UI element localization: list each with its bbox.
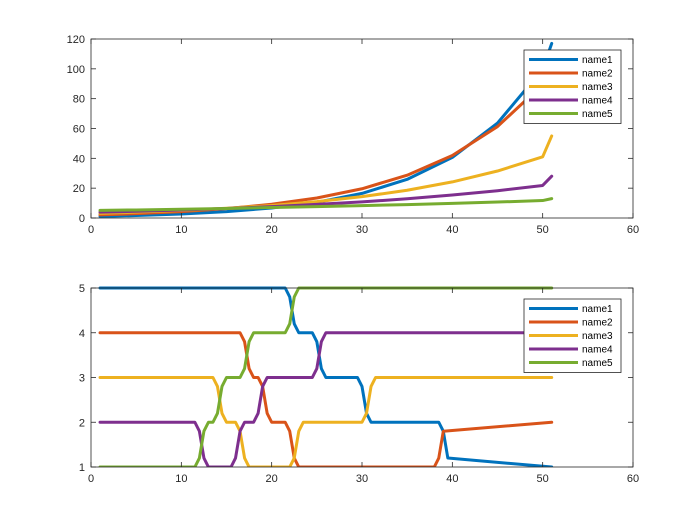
x-tick-label: 60: [627, 224, 639, 236]
y-tick-label: 0: [79, 213, 85, 225]
x-tick-label: 50: [537, 473, 549, 485]
series-line-name5: [98, 286, 554, 467]
legend: name1 name2 name3 name4 name5: [523, 298, 622, 373]
y-tick-label: 100: [67, 64, 85, 76]
x-tick-label: 40: [446, 224, 458, 236]
series-line-name4: [98, 331, 554, 467]
chart-2: 0 10 20 30 40 50 6012345name1name2name3name4na…: [79, 283, 639, 485]
x-tick-label: 40: [446, 473, 458, 485]
legend-label-name4: name4: [582, 96, 613, 107]
series-line-name3: [98, 376, 554, 467]
series-group: [98, 41, 554, 218]
x-tick-label: 10: [175, 473, 187, 485]
legend-label-name5: name5: [582, 358, 613, 369]
legend-label-name3: name3: [582, 331, 613, 342]
legend-label-name2: name2: [582, 69, 613, 80]
x-tick-label: 10: [175, 224, 187, 236]
legend-label-name4: name4: [582, 345, 613, 356]
x-tick-label: 60: [627, 473, 639, 485]
y-tick-label: 40: [73, 153, 85, 165]
y-tick-label: 60: [73, 124, 85, 136]
y-tick-label: 80: [73, 94, 85, 106]
x-tick-label: 0: [88, 473, 94, 485]
y-tick-label: 4: [79, 328, 85, 340]
legend-label-name3: name3: [582, 82, 613, 93]
y-tick-label: 20: [73, 183, 85, 195]
y-tick-label: 1: [79, 462, 85, 474]
x-tick-label: 20: [266, 224, 278, 236]
x-tick-label: 20: [266, 473, 278, 485]
x-tick-label: 0: [88, 224, 94, 236]
series-line-name5: [98, 197, 554, 212]
legend-label-name1: name1: [582, 304, 613, 315]
legend-label-name2: name2: [582, 318, 613, 329]
chart-1: 0 10 20 30 40 50 60020406080100120name1name2na…: [67, 34, 639, 236]
y-tick-label: 3: [79, 373, 85, 385]
x-tick-label: 50: [537, 224, 549, 236]
y-tick-label: 120: [67, 34, 85, 46]
series-group: [98, 286, 554, 467]
legend-label-name5: name5: [582, 109, 613, 120]
x-tick-label: 30: [356, 473, 368, 485]
x-tick-label: 30: [356, 224, 368, 236]
y-tick-label: 5: [79, 283, 85, 295]
y-tick-label: 2: [79, 417, 85, 429]
legend: name1 name2 name3 name4 name5: [523, 49, 622, 124]
legend-label-name1: name1: [582, 55, 613, 66]
